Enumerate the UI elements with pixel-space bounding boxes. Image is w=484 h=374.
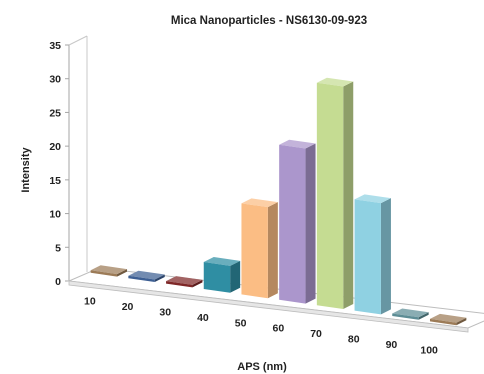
bar-front [90,270,118,277]
bar-70 [316,77,354,309]
y-tick-label: 0 [55,276,61,288]
bar-100 [429,313,467,326]
bar-40 [203,257,241,293]
x-tick-labels: 10 20 30 40 50 60 70 80 90 100 [84,296,438,357]
bars [90,77,467,326]
bar-top [128,270,165,280]
bar-50 [241,198,278,299]
bar-front [429,318,457,326]
bar-side [154,274,165,282]
bar-front [203,262,231,293]
x-tick-label: 100 [420,344,438,356]
x-axis-title: APS (nm) [237,361,287,373]
axes [68,35,88,281]
bar-top [166,276,203,285]
bar-80 [354,194,391,315]
bar-side [418,312,429,320]
bar-front [128,275,155,282]
bar-front [354,199,381,315]
x-tick-label: 30 [159,307,171,319]
bar-top [354,194,391,204]
y-tick-label: 35 [49,40,61,52]
bar-top [90,265,128,275]
bar-90 [392,308,429,320]
y-tick-label: 20 [49,141,61,153]
bar-side [456,317,467,326]
y-tick-label: 10 [49,209,61,221]
x-tick-label: 60 [273,323,285,335]
bar-top [203,257,241,266]
bar-top [316,77,354,87]
bar-side [230,260,241,293]
bar-30 [166,276,203,288]
bar-side [343,81,354,309]
y-tick-label: 15 [49,175,61,187]
chart-title: Mica Nanoparticles - NS6130-09-923 [171,15,367,27]
x-tick-label: 10 [84,296,96,308]
bar-side [305,143,316,304]
bar-front [392,313,419,320]
x-tick-label: 80 [348,334,360,346]
y-tick-label: 30 [49,74,61,86]
x-tick-label: 20 [122,301,134,313]
bar-20 [128,270,165,282]
bar-front [241,203,268,299]
x-tick-label: 40 [197,312,209,324]
x-tick-label: 90 [386,339,398,351]
bar-60 [279,139,316,304]
bar-top [429,313,467,323]
bar-top [392,308,429,318]
x-tick-label: 70 [310,328,322,340]
bar-side [192,279,203,288]
bar-front [166,281,193,288]
y-tick-label: 25 [49,107,61,119]
bar-top [279,139,316,149]
y-tick-label: 5 [55,242,61,254]
x-tick-label: 50 [235,317,247,329]
bar-front [279,144,306,304]
bar-side [380,198,391,315]
bar-top [241,198,278,208]
bar-side [117,269,128,277]
bar-side [267,202,278,299]
y-axis-title: Intensity [20,147,32,193]
bar-front [316,82,344,309]
y-tick-labels: 0 5 10 15 20 25 30 35 [49,40,69,288]
bar-10 [90,265,128,277]
